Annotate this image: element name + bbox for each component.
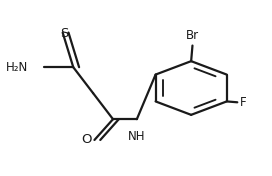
Text: NH: NH <box>128 130 146 143</box>
Text: O: O <box>81 133 92 146</box>
Text: Br: Br <box>186 29 199 42</box>
Text: S: S <box>60 27 68 40</box>
Text: F: F <box>240 96 247 109</box>
Text: H₂N: H₂N <box>6 61 28 74</box>
